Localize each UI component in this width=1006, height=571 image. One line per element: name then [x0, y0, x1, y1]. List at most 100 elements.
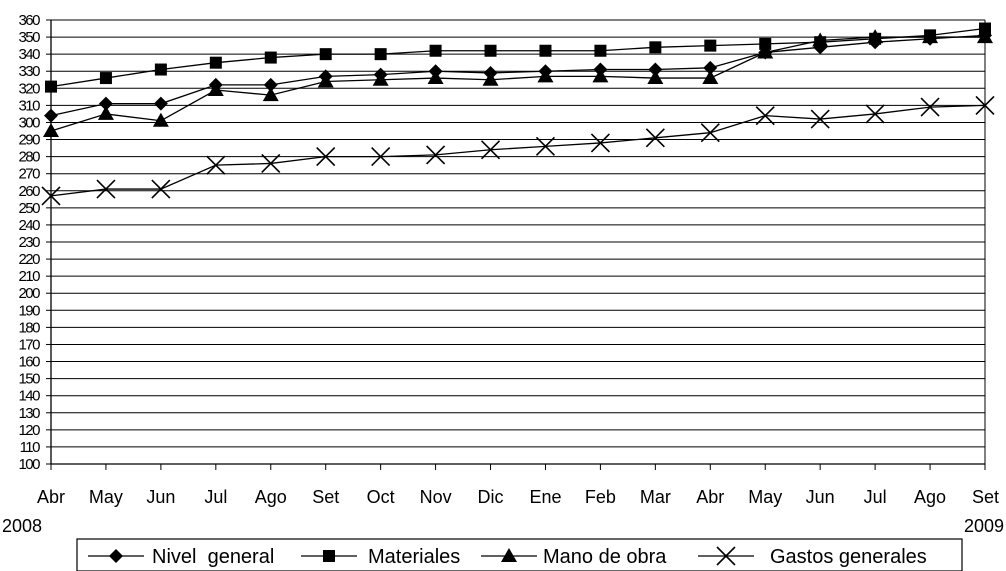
y-tick-label: 130	[18, 405, 40, 422]
data-point	[755, 106, 775, 126]
x-tick-label: Nov	[420, 487, 452, 507]
data-point	[702, 70, 719, 85]
data-point	[922, 29, 939, 44]
series-line	[50, 34, 986, 117]
x-marker-stroke	[151, 179, 171, 199]
legend-item-nivel-general: Nivel general	[88, 546, 274, 568]
data-point	[43, 123, 59, 137]
data-point	[97, 105, 114, 120]
legend-label: Gastos generales	[770, 546, 927, 568]
legend-label: Nivel general	[152, 546, 274, 568]
x-tick-label: Dic	[478, 487, 504, 507]
data-point	[484, 44, 497, 57]
x-marker-stroke	[645, 128, 665, 148]
legend-item-materiales: Materiales	[301, 546, 460, 568]
data-point	[482, 71, 499, 86]
x-tick-label: Set	[312, 487, 339, 507]
x-marker-stroke	[700, 123, 720, 143]
data-point	[920, 97, 940, 117]
data-point	[261, 153, 281, 174]
data-point	[427, 70, 444, 85]
data-point	[207, 82, 224, 97]
x-tick-label: Set	[972, 487, 999, 507]
y-tick-label: 290	[18, 132, 40, 149]
data-point	[757, 44, 774, 59]
y-axis-ticks: 1001101201301401501601701801902002102202…	[18, 12, 51, 473]
data-point	[865, 104, 885, 124]
legend-marker	[109, 549, 123, 563]
data-point	[704, 39, 717, 52]
data-point	[262, 87, 279, 102]
x-marker-stroke	[716, 546, 736, 566]
legend-marker	[501, 548, 517, 562]
x-marker-stroke	[426, 145, 446, 165]
y-tick-label: 160	[18, 354, 40, 371]
x-tick-label: Jun	[146, 487, 175, 507]
data-point	[316, 147, 336, 167]
legend-marker	[323, 550, 335, 562]
y-tick-label: 120	[18, 422, 40, 439]
legend-item-gastos-generales: Gastos generales	[698, 546, 927, 568]
y-tick-label: 240	[18, 217, 40, 234]
data-point	[537, 68, 554, 83]
x-marker-stroke	[810, 109, 830, 129]
x-marker-stroke	[920, 97, 940, 117]
x-tick-label: May	[89, 487, 123, 507]
gridlines	[51, 19, 985, 465]
x-marker-stroke	[96, 179, 116, 199]
series-line	[50, 27, 986, 88]
series-line	[50, 36, 985, 132]
x-tick-label: Jun	[806, 487, 835, 507]
x-marker-stroke	[206, 155, 226, 175]
data-point	[372, 71, 389, 86]
x-marker-stroke	[865, 104, 885, 124]
y-tick-label: 250	[18, 200, 40, 217]
data-point	[154, 63, 167, 76]
data-point	[153, 96, 168, 111]
x-tick-label: Feb	[585, 487, 616, 507]
data-point	[98, 96, 113, 111]
series-mano-de-obra	[43, 29, 993, 137]
y-tick-label: 180	[18, 319, 40, 336]
legend: Nivel general Materiales Mano de obra Gasto…	[76, 538, 963, 571]
x-tick-label: Ene	[529, 487, 561, 507]
data-point	[374, 48, 387, 61]
y-tick-label: 270	[18, 166, 40, 183]
x-marker-stroke	[316, 147, 336, 167]
x-marker-stroke	[480, 140, 501, 160]
y-tick-label: 100	[18, 456, 40, 473]
y-tick-label: 210	[18, 268, 40, 285]
data-point	[703, 60, 718, 75]
y-tick-label: 200	[18, 285, 40, 302]
data-point	[480, 140, 501, 160]
data-point	[975, 95, 995, 115]
data-point	[96, 179, 116, 199]
data-point	[99, 72, 112, 85]
data-point	[810, 109, 830, 129]
x-tick-label: Jul	[204, 487, 227, 507]
data-point	[263, 77, 278, 92]
data-point	[759, 37, 772, 50]
y-tick-label: 140	[18, 388, 40, 405]
y-tick-label: 340	[18, 46, 40, 63]
y-tick-label: 330	[18, 63, 40, 80]
x-marker-stroke	[535, 136, 556, 156]
year-label-start: 2008	[2, 516, 42, 536]
x-tick-label: Ago	[914, 487, 946, 507]
data-point	[648, 62, 663, 77]
data-point	[317, 73, 334, 88]
data-point	[977, 29, 993, 44]
legend-marker	[716, 546, 736, 566]
y-tick-label: 150	[18, 371, 40, 388]
legend-box	[76, 538, 963, 571]
y-tick-label: 220	[18, 251, 40, 268]
y-tick-label: 260	[18, 183, 40, 200]
year-label-end: 2009	[964, 516, 1004, 536]
data-point	[594, 44, 607, 57]
x-marker-stroke	[261, 153, 281, 174]
x-axis-ticks: Abr May Jun Jul Ago Set Oct Nov Dic Ene Feb Mar Abr M…	[37, 464, 999, 507]
x-tick-label: Ago	[255, 487, 287, 507]
legend-label: Mano de obra	[543, 546, 667, 568]
